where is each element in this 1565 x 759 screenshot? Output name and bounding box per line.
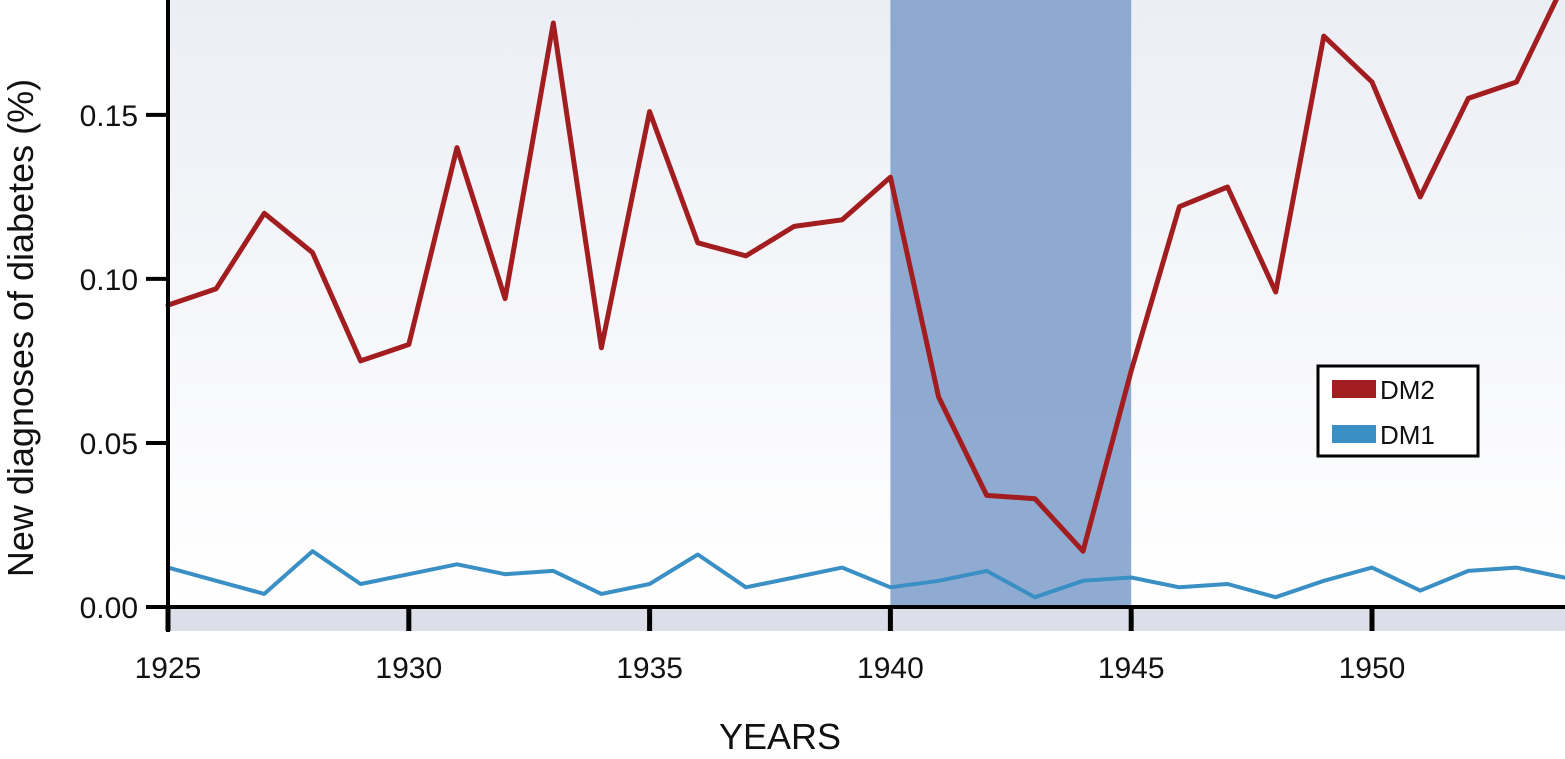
y-tick-label-0.15: 0.15 (80, 100, 138, 133)
y-tick-label-0.00: 0.00 (80, 592, 138, 625)
x-tick-label-1930: 1930 (375, 652, 442, 685)
legend-label-dm2: DM2 (1380, 375, 1435, 405)
series-line-dm2 (165, 0, 1559, 554)
x-axis-title: YEARS (719, 716, 841, 757)
legend-swatch-dm2 (1332, 380, 1376, 398)
highlight-region (890, 0, 1132, 607)
x-tick-label-1935: 1935 (616, 652, 683, 685)
x-tick-label-1950: 1950 (1339, 652, 1406, 685)
legend-swatch-dm1 (1332, 425, 1376, 443)
plot-background (168, 0, 1565, 607)
legend: DM2 DM1 (1316, 364, 1480, 458)
x-tick-label-1940: 1940 (857, 652, 924, 685)
x-axis-band (168, 607, 1565, 631)
series-line-dm1 (166, 549, 1565, 600)
y-tick-label-0.05: 0.05 (80, 428, 138, 461)
y-tick-label-0.10: 0.10 (80, 264, 138, 297)
x-tick-label-1945: 1945 (1098, 652, 1165, 685)
y-axis-title: New diagnoses of diabetes (%) (0, 79, 41, 577)
x-tick-label-1925: 1925 (135, 652, 202, 685)
legend-label-dm1: DM1 (1380, 420, 1435, 450)
